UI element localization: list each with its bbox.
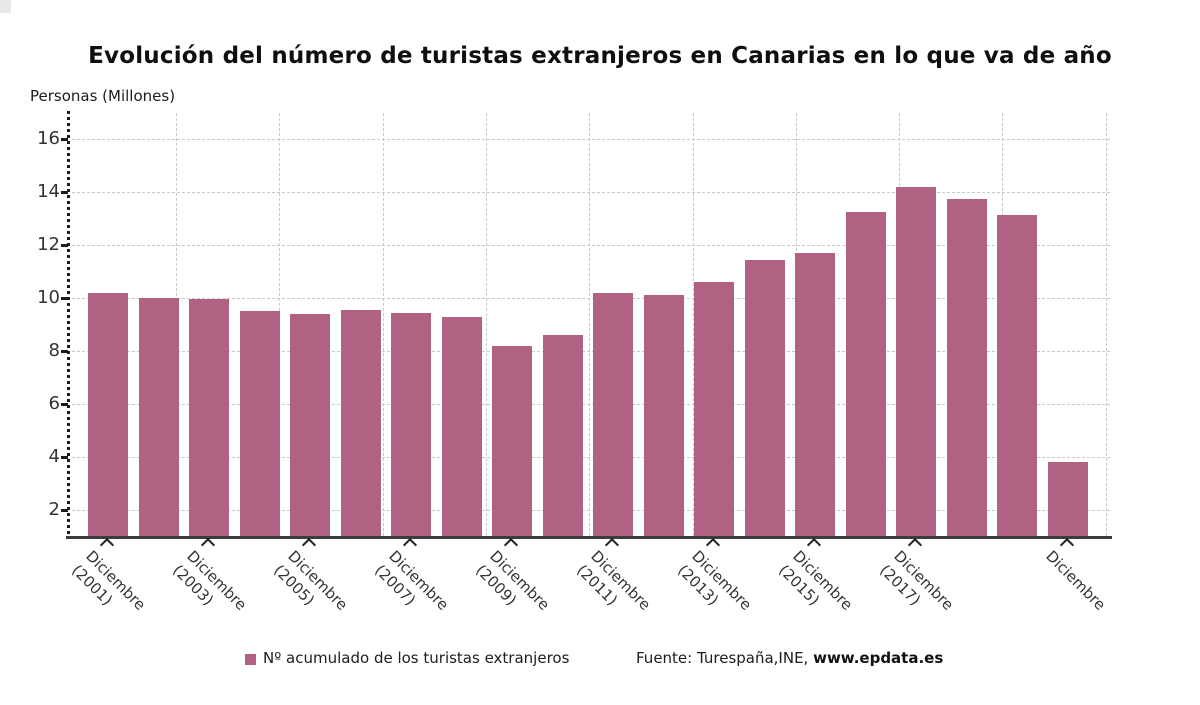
vertical-gridline [589, 113, 591, 536]
x-axis-tick [503, 537, 519, 553]
y-axis-tick [61, 508, 68, 512]
x-axis-tick-label: Diciembre (2005) [270, 547, 352, 614]
horizontal-gridline [72, 509, 1110, 511]
bar[interactable] [138, 298, 179, 536]
vertical-gridline [1105, 113, 1107, 536]
x-axis-line [66, 536, 1112, 539]
x-axis-tick-label: Diciembre (2001) [68, 547, 150, 614]
bar[interactable] [542, 335, 583, 536]
x-axis-tick [402, 537, 418, 553]
y-axis-tick-label: 6 [48, 392, 60, 414]
x-axis-tick [301, 537, 317, 553]
bar[interactable] [492, 345, 532, 536]
x-axis-tick [806, 537, 822, 553]
bar[interactable] [593, 292, 633, 536]
y-axis-tick [61, 402, 68, 406]
legend-series-label: Nº acumulado de los turistas extranjeros [263, 649, 570, 667]
vertical-gridline [382, 113, 384, 536]
bar[interactable] [694, 282, 734, 536]
source-prefix: Fuente: Turespaña,INE, [636, 649, 814, 667]
vertical-gridline [279, 113, 281, 536]
y-axis-tick-label: 14 [37, 181, 60, 203]
horizontal-gridline [72, 139, 1110, 141]
y-axis-title: Personas (Millones) [30, 87, 176, 105]
x-axis-tick-label: Diciembre (2011) [573, 547, 655, 614]
x-axis-tick-label: Diciembre (2015) [775, 547, 857, 614]
bar[interactable] [239, 311, 280, 536]
x-axis-tick [907, 537, 923, 553]
bar[interactable] [391, 312, 431, 536]
horizontal-gridline [72, 245, 1110, 247]
bar[interactable] [441, 316, 482, 536]
y-axis-tick-label: 8 [48, 339, 60, 361]
chart-title: Evolución del número de turistas extranj… [88, 43, 1112, 70]
y-axis-tick-label: 4 [48, 445, 60, 467]
y-axis-tick-label: 2 [48, 498, 60, 520]
bar[interactable] [1047, 461, 1088, 536]
x-axis-tick [1059, 537, 1074, 553]
vertical-gridline [485, 113, 487, 536]
x-axis-tick-label: Diciembre (2003) [169, 547, 251, 614]
bar[interactable] [946, 198, 987, 536]
y-axis-tick-label: 16 [37, 128, 60, 150]
horizontal-gridline [72, 403, 1110, 405]
x-axis-tick [705, 537, 721, 553]
bar[interactable] [997, 214, 1037, 536]
y-axis-line [67, 111, 70, 537]
bar[interactable] [643, 295, 684, 536]
y-axis-tick [61, 349, 68, 353]
y-axis-tick-label: 12 [37, 234, 60, 256]
horizontal-gridline [72, 456, 1110, 458]
y-axis-tick [61, 455, 68, 459]
x-axis-tick [99, 537, 115, 553]
horizontal-gridline [72, 192, 1110, 194]
bar[interactable] [896, 187, 936, 536]
x-axis-tick-label: Diciembre (2017) [876, 547, 958, 614]
x-axis-tick-label: Diciembre (2009) [472, 547, 554, 614]
bar[interactable] [189, 299, 229, 536]
horizontal-gridline [72, 350, 1110, 352]
y-axis-tick [61, 191, 68, 195]
vertical-gridline [692, 113, 694, 536]
legend: Nº acumulado de los turistas extranjeros… [0, 649, 1200, 673]
legend-swatch-icon [245, 654, 256, 665]
y-axis-tick-label: 10 [37, 287, 60, 309]
bar[interactable] [795, 253, 835, 536]
x-axis-tick [604, 537, 620, 553]
horizontal-gridline [72, 298, 1110, 300]
x-axis-tick-label: Diciembre [1041, 547, 1109, 614]
y-axis-tick [61, 244, 68, 248]
bar[interactable] [744, 259, 785, 536]
x-axis-tick-label: Diciembre (2007) [371, 547, 453, 614]
y-axis-tick [61, 138, 68, 142]
x-axis-tick-label: Diciembre (2013) [674, 547, 756, 614]
y-axis-tick [61, 297, 68, 301]
bar[interactable] [290, 313, 330, 536]
corner-artifact [0, 0, 11, 13]
plot-area: 2 4 6 8 10 12 14 16 Diciembre (2001) Diciembre (200… [37, 111, 1112, 614]
bar[interactable] [845, 212, 886, 536]
bar[interactable] [340, 309, 381, 536]
source-text: Fuente: Turespaña,INE, www.epdata.es [636, 649, 943, 667]
x-axis-tick [200, 537, 216, 553]
bar[interactable] [88, 292, 128, 536]
source-site-link[interactable]: www.epdata.es [813, 649, 944, 667]
